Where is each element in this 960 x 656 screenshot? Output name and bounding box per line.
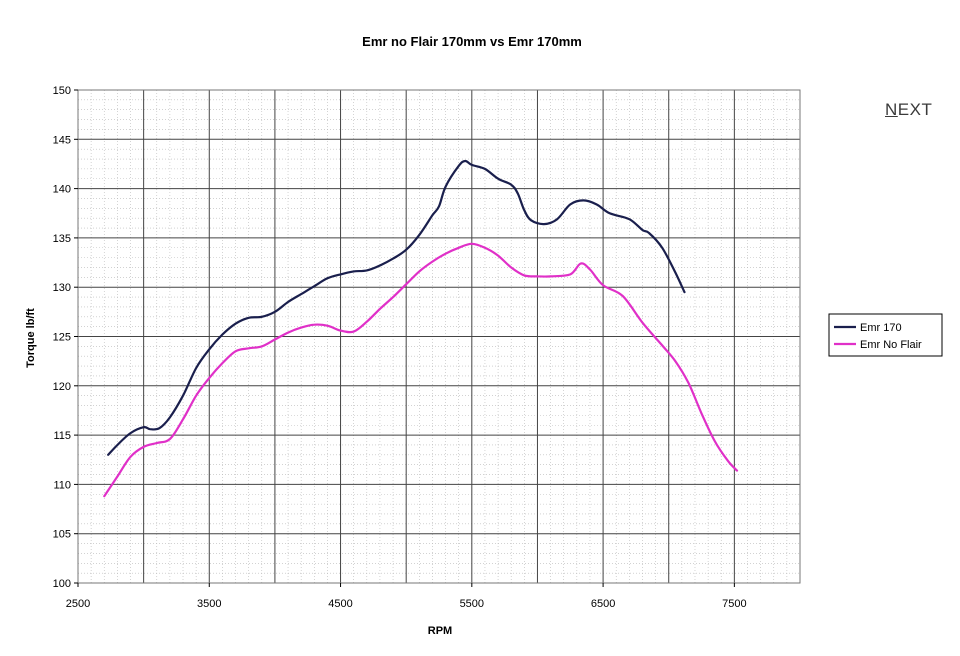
- y-tick-label: 115: [53, 430, 71, 442]
- x-tick-label: 5500: [460, 598, 484, 610]
- chart-title: Emr no Flair 170mm vs Emr 170mm: [362, 34, 582, 49]
- y-tick-label: 100: [53, 578, 71, 590]
- y-tick-label: 125: [53, 332, 71, 344]
- plot-area: 100 105 110 115 120 125 130 135 140 145 150 2500 350…: [53, 85, 801, 610]
- x-axis-title: RPM: [428, 625, 452, 637]
- legend: Emr 170 Emr No Flair: [828, 313, 943, 357]
- x-tick-label: 7500: [722, 598, 746, 610]
- y-axis-title: Torque lb/ft: [25, 308, 37, 368]
- series-line-emr-no-flair: [103, 242, 739, 498]
- y-tick-label: 150: [53, 85, 71, 97]
- y-tick-label: 105: [53, 529, 71, 541]
- series-line-emr-170: [107, 159, 686, 456]
- x-tick-label: 4500: [328, 598, 352, 610]
- y-tick-label: 130: [53, 282, 71, 294]
- y-tick-label: 120: [53, 381, 71, 393]
- next-link[interactable]: NEXT: [885, 100, 933, 119]
- y-tick-label: 140: [53, 184, 71, 196]
- legend-box: [828, 313, 943, 357]
- legend-label-emr-170: Emr 170: [860, 322, 902, 334]
- x-tick-label: 3500: [197, 598, 221, 610]
- y-tick-label: 145: [53, 134, 71, 146]
- x-tick-label: 2500: [66, 598, 90, 610]
- y-tick-label: 135: [53, 233, 71, 245]
- y-tick-label: 110: [53, 479, 71, 491]
- x-tick-label: 6500: [591, 598, 615, 610]
- legend-label-emr-no-flair: Emr No Flair: [860, 339, 922, 351]
